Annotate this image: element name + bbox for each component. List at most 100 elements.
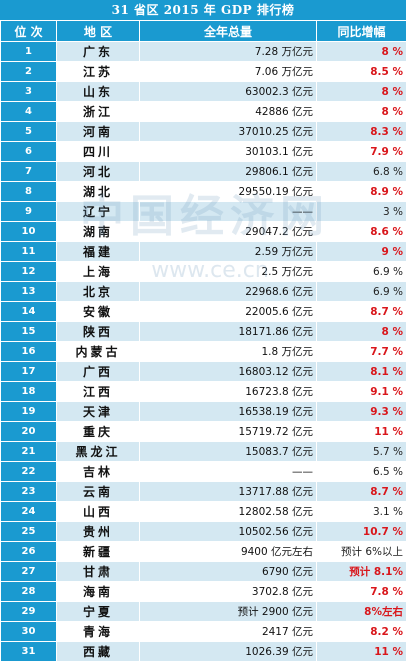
page-title: 31 省区 2015 年 GDP 排行榜 (0, 0, 406, 20)
growth-cell: 预计 8.1% (317, 562, 406, 582)
growth-cell: 预计 6%以上 (317, 542, 406, 562)
rank-cell: 5 (1, 122, 57, 142)
region-cell: 广西 (57, 362, 140, 382)
gdp-cell: 12802.58 亿元 (140, 502, 317, 522)
gdp-cell: 7.28 万亿元 (140, 42, 317, 62)
gdp-cell: 29047.2 亿元 (140, 222, 317, 242)
growth-cell: 9 % (317, 242, 406, 262)
region-cell: 上海 (57, 262, 140, 282)
rank-cell: 7 (1, 162, 57, 182)
region-cell: 贵州 (57, 522, 140, 542)
growth-cell: 6.8 % (317, 162, 406, 182)
gdp-cell: 2.5 万亿元 (140, 262, 317, 282)
gdp-cell: 3702.8 亿元 (140, 582, 317, 602)
region-cell: 安徽 (57, 302, 140, 322)
gdp-cell: 10502.56 亿元 (140, 522, 317, 542)
growth-cell: 8 % (317, 102, 406, 122)
growth-cell: 8.9 % (317, 182, 406, 202)
rank-cell: 12 (1, 262, 57, 282)
table-header-row: 位 次 地 区 全年总量 同比增幅 (1, 21, 406, 42)
region-cell: 辽宁 (57, 202, 140, 222)
growth-cell: 10.7 % (317, 522, 406, 542)
gdp-cell: 29550.19 亿元 (140, 182, 317, 202)
region-cell: 甘肃 (57, 562, 140, 582)
rank-cell: 19 (1, 402, 57, 422)
region-cell: 广东 (57, 42, 140, 62)
region-cell: 云南 (57, 482, 140, 502)
region-cell: 江苏 (57, 62, 140, 82)
rank-cell: 3 (1, 82, 57, 102)
gdp-cell: —— (140, 202, 317, 222)
region-cell: 海南 (57, 582, 140, 602)
region-cell: 湖南 (57, 222, 140, 242)
growth-cell: 7.7 % (317, 342, 406, 362)
growth-cell: 11 % (317, 422, 406, 442)
rank-cell: 30 (1, 622, 57, 642)
gdp-cell: 13717.88 亿元 (140, 482, 317, 502)
region-cell: 宁夏 (57, 602, 140, 622)
rank-cell: 25 (1, 522, 57, 542)
rank-cell: 15 (1, 322, 57, 342)
rank-cell: 24 (1, 502, 57, 522)
rank-cell: 16 (1, 342, 57, 362)
rank-cell: 20 (1, 422, 57, 442)
growth-cell: 8.1 % (317, 362, 406, 382)
gdp-cell: 2417 亿元 (140, 622, 317, 642)
gdp-cell: 22005.6 亿元 (140, 302, 317, 322)
header-region: 地 区 (57, 21, 140, 42)
growth-cell: 6.5 % (317, 462, 406, 482)
growth-cell: 5.7 % (317, 442, 406, 462)
growth-cell: 8.5 % (317, 62, 406, 82)
growth-cell: 11 % (317, 642, 406, 662)
gdp-cell: 63002.3 亿元 (140, 82, 317, 102)
region-cell: 福建 (57, 242, 140, 262)
region-cell: 河北 (57, 162, 140, 182)
gdp-cell: 30103.1 亿元 (140, 142, 317, 162)
gdp-cell: 16538.19 亿元 (140, 402, 317, 422)
rank-cell: 21 (1, 442, 57, 462)
region-cell: 内蒙古 (57, 342, 140, 362)
region-cell: 河南 (57, 122, 140, 142)
region-cell: 山东 (57, 82, 140, 102)
growth-cell: 6.9 % (317, 262, 406, 282)
gdp-cell: 6790 亿元 (140, 562, 317, 582)
growth-cell: 8.6 % (317, 222, 406, 242)
growth-cell: 7.9 % (317, 142, 406, 162)
growth-cell: 3 % (317, 202, 406, 222)
gdp-cell: 1.8 万亿元 (140, 342, 317, 362)
rank-cell: 2 (1, 62, 57, 82)
growth-cell: 6.9 % (317, 282, 406, 302)
region-cell: 重庆 (57, 422, 140, 442)
rank-cell: 11 (1, 242, 57, 262)
region-cell: 湖北 (57, 182, 140, 202)
rank-cell: 26 (1, 542, 57, 562)
growth-cell: 9.3 % (317, 402, 406, 422)
gdp-cell: 16723.8 亿元 (140, 382, 317, 402)
rank-cell: 18 (1, 382, 57, 402)
rank-cell: 31 (1, 642, 57, 662)
